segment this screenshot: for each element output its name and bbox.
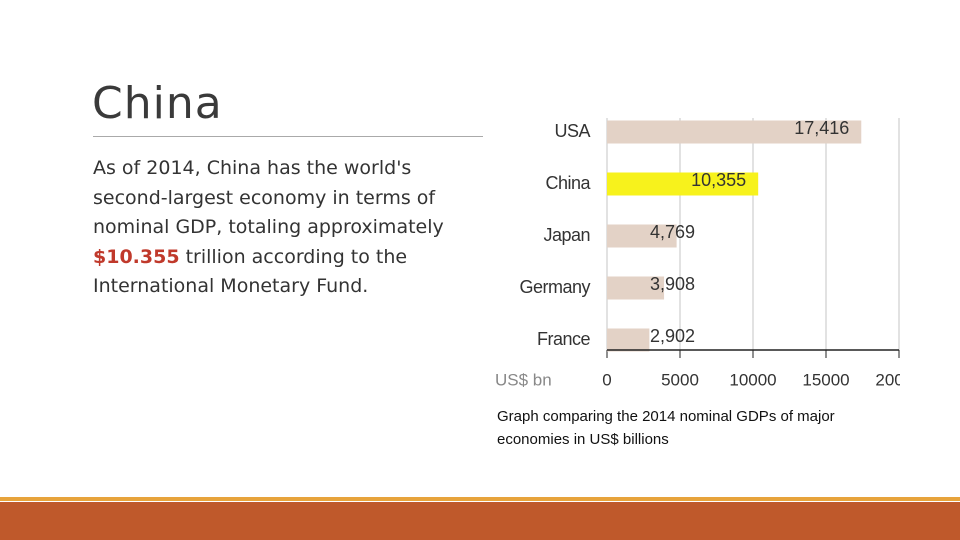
bar	[607, 328, 650, 352]
chart-caption: Graph comparing the 2014 nominal GDPs of…	[497, 408, 835, 448]
bar	[607, 276, 665, 300]
category-label: China	[545, 173, 591, 193]
body-text: trillion according to the International …	[93, 245, 408, 298]
footer-stripe	[0, 497, 960, 501]
slide-body: As of 2014, China has the world's second…	[93, 154, 478, 302]
value-label: 3,908	[650, 274, 695, 294]
category-label: Germany	[519, 277, 590, 297]
x-tick-label: 0	[602, 370, 611, 389]
category-label: France	[537, 329, 591, 349]
bar	[607, 172, 759, 196]
x-tick-label: 20000	[875, 370, 900, 389]
body-text: As of 2014, China has the world's second…	[93, 157, 444, 238]
footer-band	[0, 502, 960, 540]
bar	[607, 224, 677, 248]
value-label: 17,416	[794, 118, 849, 138]
x-tick-label: 15000	[802, 370, 849, 389]
x-tick-label: 10000	[729, 370, 776, 389]
category-label: Japan	[543, 225, 590, 245]
chart: 0 5000 10000 15000 20000 US$ bn USA 17,416 China…	[495, 118, 900, 390]
bar	[607, 120, 862, 144]
x-axis-label: US$ bn	[495, 370, 552, 389]
slide-title: China	[92, 78, 223, 129]
value-label: 2,902	[650, 326, 695, 346]
title-rule	[93, 136, 483, 137]
value-label: 10,355	[691, 170, 746, 190]
value-label: 4,769	[650, 222, 695, 242]
x-tick-label: 5000	[661, 370, 699, 389]
category-label: USA	[554, 121, 590, 141]
body-highlight: $10.355	[93, 245, 180, 268]
